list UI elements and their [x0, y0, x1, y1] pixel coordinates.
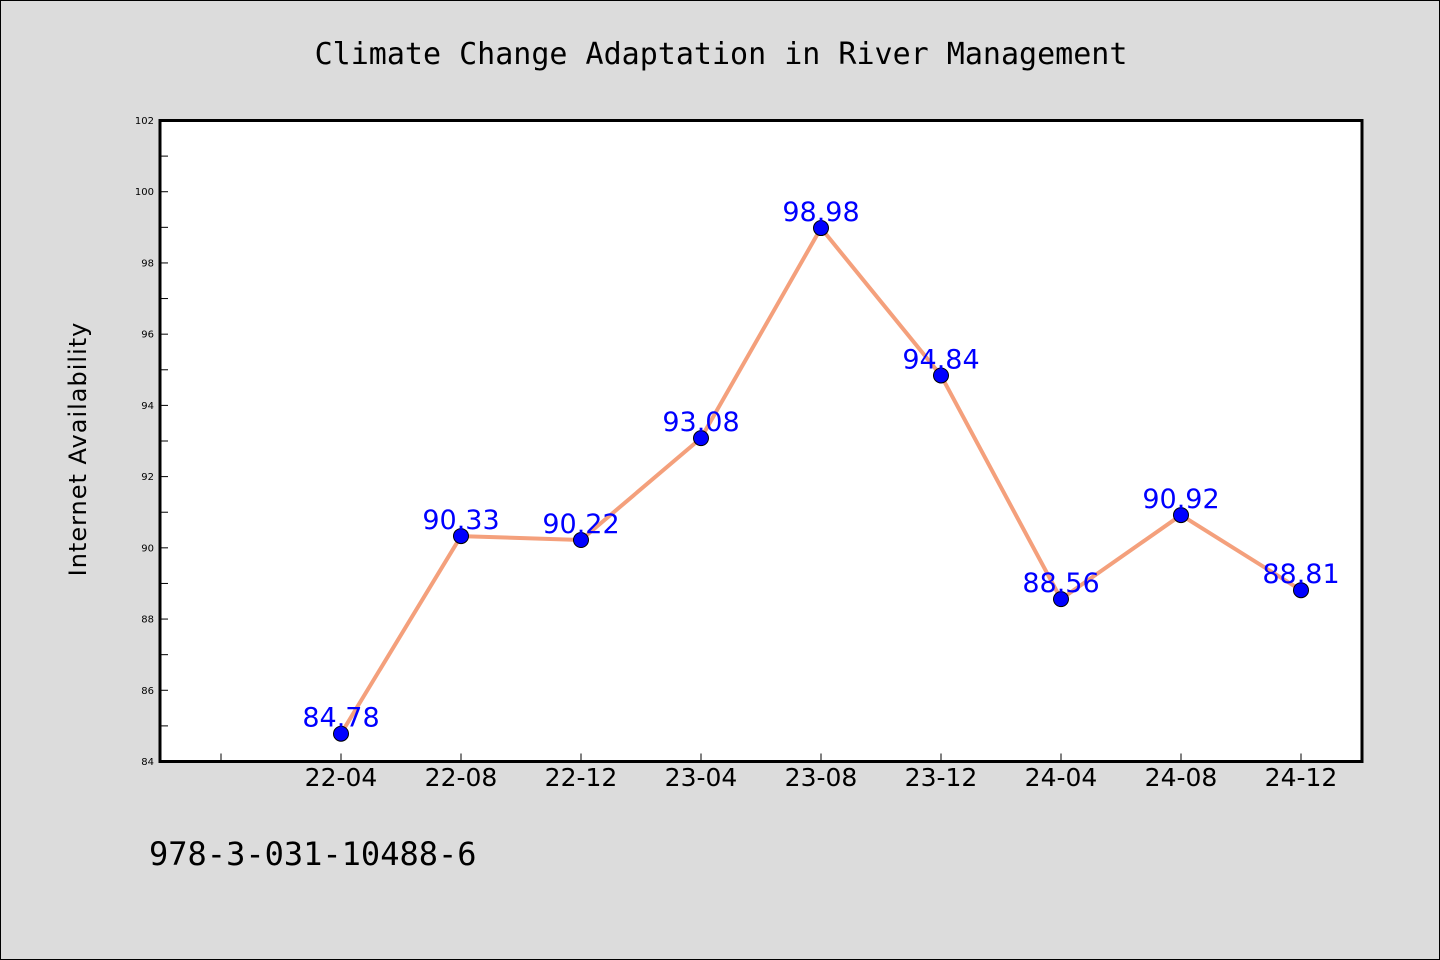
- y-tick-label: 88: [141, 615, 154, 626]
- data-label: 94.84: [902, 344, 979, 375]
- x-tick-label: 22-04: [305, 763, 378, 792]
- data-point: [933, 367, 949, 384]
- data-label: 93.08: [662, 407, 739, 438]
- x-tick-label: 23-12: [905, 763, 978, 792]
- x-tick-label: 24-12: [1265, 763, 1338, 792]
- y-axis-label: Internet Availability: [64, 322, 92, 577]
- y-tick-label: 98: [141, 258, 154, 269]
- x-tick-label: 24-04: [1025, 763, 1098, 792]
- y-tick-label: 86: [141, 686, 154, 697]
- x-tick-label: 22-08: [425, 763, 498, 792]
- y-tick-label: 94: [141, 401, 154, 412]
- data-point: [333, 725, 349, 742]
- data-point: [693, 430, 709, 447]
- data-label: 84.78: [302, 703, 379, 734]
- data-label: 88.56: [1022, 568, 1099, 599]
- data-point: [453, 528, 469, 545]
- y-tick-label: 84: [141, 757, 154, 768]
- plot-area: [158, 119, 1364, 763]
- x-tick-label: 23-04: [665, 763, 738, 792]
- data-point: [1293, 582, 1309, 599]
- y-tick-label: 96: [141, 330, 154, 341]
- isbn-annotation: 978-3-031-10488-6: [149, 835, 477, 873]
- data-label: 90.33: [422, 505, 499, 536]
- chart-title: Climate Change Adaptation in River Manag…: [315, 37, 1128, 72]
- y-tick-label: 90: [141, 543, 154, 554]
- data-point: [1173, 507, 1189, 524]
- y-tick-label: 92: [141, 472, 154, 483]
- y-tick-label: 102: [135, 116, 154, 127]
- x-axis-ticks: 22-04 22-08 22-12 23-04 23-08 23-12 24-04 24-08…: [220, 753, 1338, 792]
- data-label: 88.81: [1262, 559, 1339, 590]
- data-label: 90.22: [542, 509, 619, 540]
- x-tick-label: 23-08: [785, 763, 858, 792]
- x-tick-label: 24-08: [1145, 763, 1218, 792]
- series-group: 84.78 90.33 90.22 93.08 98.98 94.84 88.56 90.92…: [302, 197, 1340, 742]
- x-tick-label: 22-12: [545, 763, 618, 792]
- data-point: [1053, 591, 1069, 608]
- y-axis-ticks: 84 86 88 90 92 94 96 98 100 102: [135, 116, 168, 768]
- y-tick-label: 100: [135, 187, 154, 198]
- data-point: [573, 531, 589, 548]
- data-point: [813, 220, 829, 237]
- data-label: 98.98: [782, 197, 859, 228]
- data-label: 90.92: [1142, 484, 1219, 515]
